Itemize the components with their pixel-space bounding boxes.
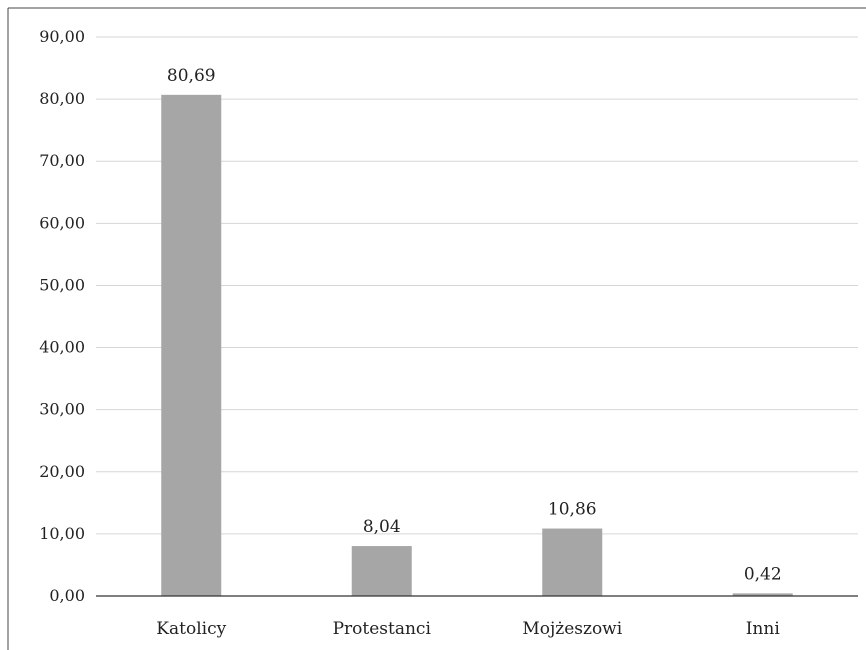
- y-tick-label: 60,00: [39, 213, 85, 232]
- data-label: 10,86: [548, 500, 597, 520]
- category-label: Inni: [746, 619, 781, 639]
- y-tick-label: 40,00: [39, 338, 85, 357]
- y-tick-label: 20,00: [39, 462, 85, 481]
- y-tick-label: 0,00: [49, 586, 85, 605]
- category-label: Mojżeszowi: [522, 619, 622, 639]
- bar-inni: [732, 593, 793, 596]
- gridlines: [96, 36, 858, 535]
- y-axis-tick-labels: 0,00 10,00 20,00 30,00 40,00 50,00 60,00 70,00 8…: [39, 27, 85, 605]
- y-tick-label: 30,00: [39, 400, 85, 419]
- y-tick-label: 80,00: [39, 89, 85, 108]
- category-label: Protestanci: [333, 619, 432, 639]
- category-label: Katolicy: [156, 619, 226, 639]
- bar-katolicy: [161, 94, 222, 597]
- bar-mojżeszowi: [542, 528, 603, 596]
- y-tick-label: 90,00: [39, 27, 85, 46]
- data-label: 80,69: [167, 66, 216, 86]
- y-tick-label: 10,00: [39, 524, 85, 543]
- data-label: 8,04: [363, 517, 401, 537]
- bars: [161, 94, 793, 597]
- category-labels: Katolicy Protestanci Mojżeszowi Inni: [156, 619, 780, 639]
- data-label: 0,42: [744, 564, 782, 584]
- data-labels: 80,69 8,04 10,86 0,42: [167, 66, 782, 585]
- y-tick-label: 50,00: [39, 275, 85, 294]
- bar-protestanci: [351, 546, 412, 596]
- chart-frame: [7, 7, 866, 650]
- y-tick-label: 70,00: [39, 151, 85, 170]
